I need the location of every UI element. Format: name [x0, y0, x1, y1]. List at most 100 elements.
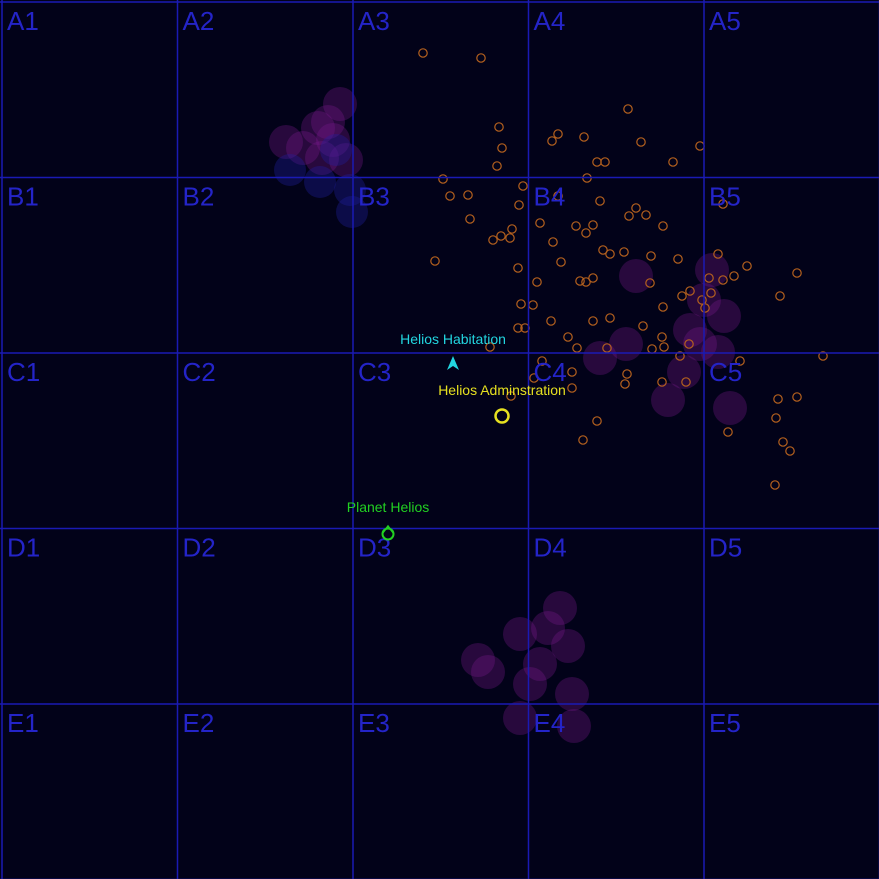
asteroid	[668, 157, 678, 167]
asteroid	[465, 214, 475, 224]
grid-cell-label-c3: C3	[358, 357, 391, 387]
asteroid	[638, 321, 648, 331]
grid-cell-label-d5: D5	[709, 533, 742, 563]
asteroid	[641, 210, 651, 220]
asteroid	[773, 394, 783, 404]
asteroid	[704, 273, 714, 283]
asteroid	[567, 383, 577, 393]
asteroid	[430, 256, 440, 266]
asteroid	[485, 342, 495, 352]
nebula-cloud	[503, 617, 537, 651]
asteroid	[546, 316, 556, 326]
nebula-cloud	[503, 701, 537, 735]
asteroid	[675, 351, 685, 361]
grid-cell-label-d1: D1	[7, 533, 40, 563]
asteroid	[729, 271, 739, 281]
asteroid	[418, 48, 428, 58]
ring-icon[interactable]	[494, 408, 510, 424]
asteroid	[622, 369, 632, 379]
asteroid	[595, 196, 605, 206]
grid-cell-label-b2: B2	[183, 182, 215, 212]
nebula-cloud	[336, 196, 368, 228]
nebula-cloud	[523, 647, 557, 681]
asteroid	[496, 231, 506, 241]
nebula-cloud	[461, 643, 495, 677]
asteroid	[547, 136, 557, 146]
asteroid	[578, 435, 588, 445]
asteroid	[592, 416, 602, 426]
asteroid	[785, 446, 795, 456]
arrow-up-icon[interactable]	[447, 356, 459, 370]
nebula-cloud	[311, 105, 345, 139]
grid-cell-label-e4: E4	[534, 708, 566, 738]
asteroid	[514, 200, 524, 210]
asteroid	[778, 437, 788, 447]
grid-cell-label-a2: A2	[183, 6, 215, 36]
asteroid	[556, 257, 566, 267]
planet-marker-icon	[381, 524, 395, 535]
asteroid	[505, 233, 515, 243]
nebula-cloud	[619, 259, 653, 293]
nebula-cloud	[713, 391, 747, 425]
asteroid	[518, 181, 528, 191]
asteroid	[775, 291, 785, 301]
asteroid	[723, 427, 733, 437]
asteroid	[588, 220, 598, 230]
asteroid	[506, 391, 516, 401]
nebula-cloud	[583, 341, 617, 375]
nebula-cloud	[531, 611, 565, 645]
asteroid	[463, 190, 473, 200]
grid-cell-label-a1: A1	[7, 6, 39, 36]
nebula-cloud	[301, 111, 335, 145]
grid-cell-label-b3: B3	[358, 182, 390, 212]
asteroid	[605, 249, 615, 259]
asteroid	[792, 392, 802, 402]
asteroid	[636, 137, 646, 147]
grid-cell-label-c4: C4	[534, 357, 567, 387]
helios-administration[interactable]: Helios Adminstration	[438, 382, 566, 424]
asteroid	[492, 161, 502, 171]
nebula-cloud	[667, 355, 701, 389]
asteroid	[684, 339, 694, 349]
nebula-cloud	[551, 629, 585, 663]
asteroid	[532, 277, 542, 287]
nebula-cloud	[673, 313, 707, 347]
asteroid	[659, 342, 669, 352]
asteroid	[677, 291, 687, 301]
grid-cell-label-e2: E2	[183, 708, 215, 738]
asteroid	[700, 303, 710, 313]
helios-habitation-label: Helios Habitation	[400, 331, 506, 347]
asteroid	[631, 203, 641, 213]
grid-cell-labels: A1 A2 A3 A4 A5 B1 B2 B3 B4 B5 C1 C2 C3 C4 C5 D1 D2 D3 D4 D5…	[7, 6, 742, 738]
asteroid	[553, 191, 563, 201]
grid-cell-label-a4: A4	[534, 6, 566, 36]
nebula-cloud	[323, 87, 357, 121]
asteroid	[623, 104, 633, 114]
grid-cell-label-e5: E5	[709, 708, 741, 738]
asteroid	[497, 143, 507, 153]
nebula-cloud	[274, 154, 306, 186]
asteroid	[713, 249, 723, 259]
helios-habitation[interactable]: Helios Habitation	[400, 331, 506, 370]
grid-cell-label-e3: E3	[358, 708, 390, 738]
asteroid	[507, 224, 517, 234]
grid-cell-label-d4: D4	[534, 533, 567, 563]
asteroid	[579, 132, 589, 142]
asteroid	[535, 218, 545, 228]
asteroid-field	[418, 48, 828, 490]
asteroid	[513, 263, 523, 273]
asteroid	[770, 480, 780, 490]
asteroid	[567, 367, 577, 377]
nebula-cloud	[305, 141, 339, 175]
asteroid	[697, 295, 707, 305]
asteroid	[706, 288, 716, 298]
asteroid	[571, 221, 581, 231]
nebula-cloud	[269, 125, 303, 159]
asteroid	[792, 268, 802, 278]
planet-helios[interactable]: Planet Helios	[347, 499, 430, 541]
asteroid	[681, 377, 691, 387]
